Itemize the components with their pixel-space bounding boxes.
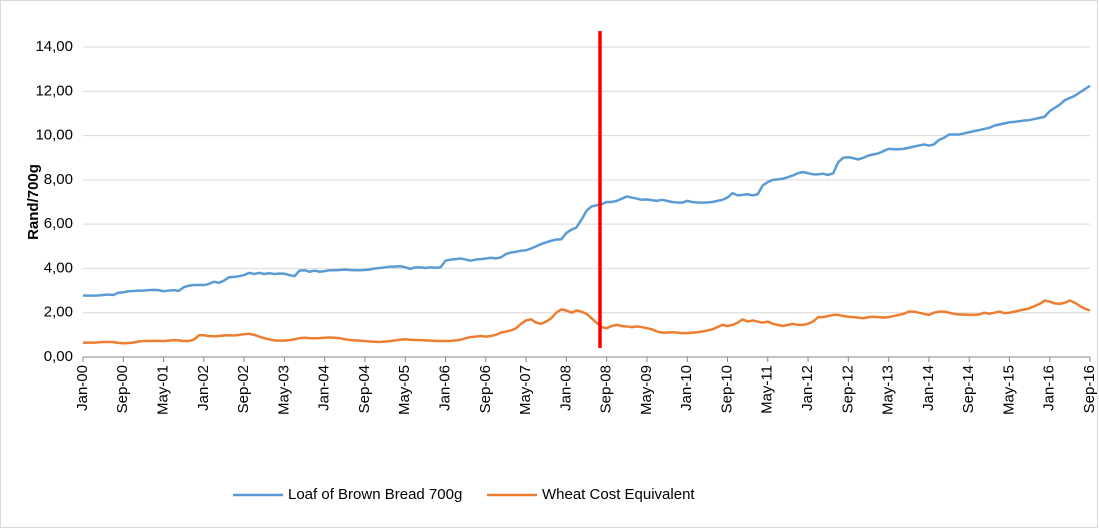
y-tick-label: 14,00 <box>35 38 73 55</box>
line-series <box>82 84 1091 297</box>
y-tick-label: 2,00 <box>44 304 73 321</box>
x-tick-label: Jan-16 <box>1041 365 1058 411</box>
x-tick-label: Jan-04 <box>316 365 333 411</box>
x-tick-label: May-01 <box>155 365 172 415</box>
line-series <box>83 299 1091 345</box>
y-axis-title: Rand/700g <box>25 164 42 240</box>
x-tick-label: Jan-12 <box>799 365 816 411</box>
legend-label: Loaf of Brown Bread 700g <box>288 486 462 503</box>
y-tick-label: 8,00 <box>44 171 73 188</box>
x-tick-label: May-05 <box>396 365 413 415</box>
x-tick-label: Jan-10 <box>678 365 695 411</box>
x-tick-label: May-09 <box>638 365 655 415</box>
x-tick-label: Sep-12 <box>839 365 856 413</box>
x-tick-label: May-13 <box>880 365 897 415</box>
y-tick-label: 6,00 <box>44 215 73 232</box>
x-tick-label: Sep-10 <box>718 365 735 413</box>
x-tick-label: Jan-02 <box>195 365 212 411</box>
x-tick-label: Jan-14 <box>920 365 937 411</box>
x-tick-label: Sep-14 <box>960 365 977 413</box>
y-tick-label: 4,00 <box>44 259 73 276</box>
x-tick-label: Jan-06 <box>436 365 453 411</box>
x-tick-label: May-11 <box>759 365 776 414</box>
x-tick-label: Jan-00 <box>74 365 91 411</box>
x-tick-label: Sep-16 <box>1081 365 1098 413</box>
x-tick-label: Jan-08 <box>557 365 574 411</box>
x-tick-label: May-03 <box>275 365 292 415</box>
legend-label: Wheat Cost Equivalent <box>542 486 695 503</box>
x-tick-label: May-15 <box>1000 365 1017 415</box>
x-tick-label: May-07 <box>517 365 534 415</box>
x-tick-label: Sep-06 <box>477 365 494 413</box>
y-tick-label: 10,00 <box>35 127 73 144</box>
x-tick-label: Sep-00 <box>114 365 131 413</box>
x-tick-label: Sep-08 <box>598 365 615 413</box>
y-tick-label: 0,00 <box>44 348 73 365</box>
x-tick-label: Sep-02 <box>235 365 252 413</box>
x-tick-label: Sep-04 <box>356 365 373 413</box>
y-tick-label: 12,00 <box>35 82 73 99</box>
